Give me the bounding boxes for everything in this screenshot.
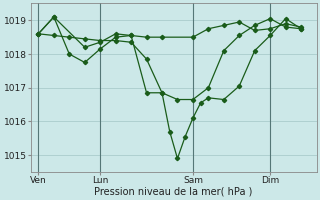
X-axis label: Pression niveau de la mer( hPa ): Pression niveau de la mer( hPa ) <box>94 187 253 197</box>
